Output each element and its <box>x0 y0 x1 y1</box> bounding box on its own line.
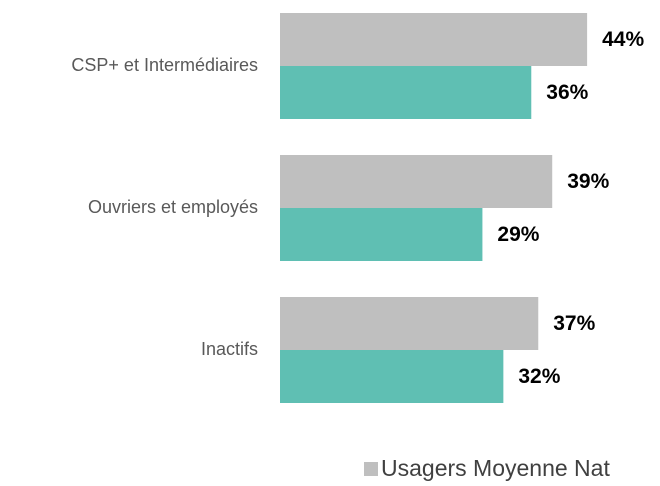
bar <box>280 297 539 350</box>
legend-label: Usagers Moyenne Nat <box>381 455 610 481</box>
value-label: 37% <box>553 312 595 335</box>
value-label: 39% <box>567 170 609 193</box>
value-label: 36% <box>546 81 588 104</box>
bar <box>280 66 532 119</box>
value-label: 44% <box>602 28 644 51</box>
bar <box>280 155 553 208</box>
category-label: CSP+ et Intermédiaires <box>71 55 258 75</box>
category-label: Ouvriers et employés <box>88 197 258 217</box>
legend-swatch <box>364 462 378 476</box>
bar <box>280 350 504 403</box>
value-label: 29% <box>497 223 539 246</box>
value-label: 32% <box>518 365 560 388</box>
bar <box>280 13 588 66</box>
category-label: Inactifs <box>201 339 258 359</box>
bar <box>280 208 483 261</box>
